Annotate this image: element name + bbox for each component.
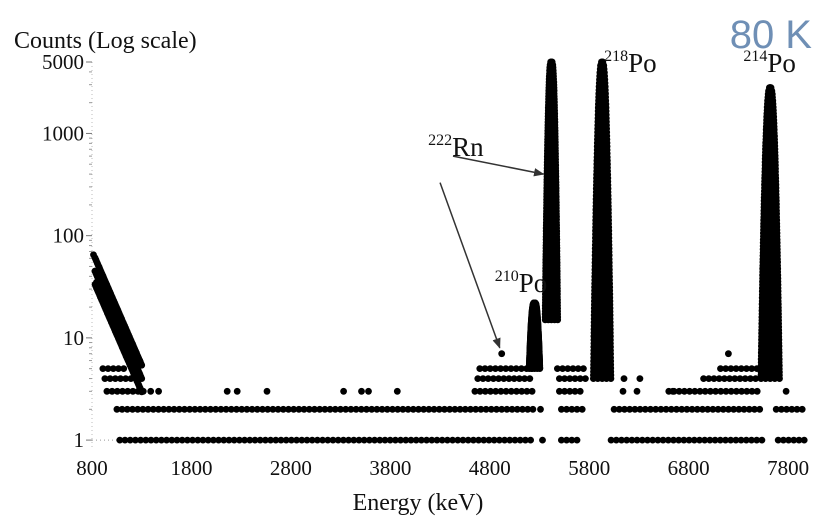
peak-label-mass-number: 210	[495, 268, 519, 285]
data-point	[799, 406, 806, 413]
x-tick-label: 800	[76, 456, 108, 480]
data-point	[234, 388, 241, 395]
data-point	[120, 365, 127, 372]
x-tick-label: 2800	[270, 456, 312, 480]
peak-label: 214Po	[743, 48, 796, 78]
peak-label-element: Po	[519, 268, 548, 298]
y-tick-label: 1000	[42, 121, 84, 145]
data-point	[531, 300, 538, 307]
peak-label-element: Rn	[452, 132, 484, 162]
data-point	[669, 388, 676, 395]
annotation-arrow	[440, 183, 500, 348]
data-point	[783, 388, 790, 395]
data-point	[530, 406, 537, 413]
data-point	[548, 59, 555, 66]
data-point	[138, 389, 145, 396]
peak-label-element: Po	[628, 48, 657, 78]
data-point	[621, 375, 628, 382]
peak-label: 218Po	[604, 48, 657, 78]
data-point	[340, 388, 347, 395]
data-points	[90, 59, 808, 444]
x-tick-label: 7800	[767, 456, 809, 480]
peak-label-mass-number: 222	[428, 132, 452, 149]
data-point	[394, 388, 401, 395]
data-point	[155, 388, 162, 395]
data-point	[527, 437, 534, 444]
x-tick-label: 6800	[668, 456, 710, 480]
data-point	[634, 388, 641, 395]
x-axis-label: Energy (keV)	[353, 490, 484, 516]
x-tick-label: 3800	[369, 456, 411, 480]
peak-label-mass-number: 214	[743, 48, 767, 65]
x-tick-label: 4800	[469, 456, 511, 480]
data-point	[365, 388, 372, 395]
y-tick-label: 100	[53, 224, 85, 248]
data-point	[264, 388, 271, 395]
data-point	[498, 350, 505, 357]
data-point	[537, 406, 544, 413]
data-point	[756, 406, 763, 413]
data-point	[759, 437, 766, 444]
y-tick-label: 10	[63, 326, 84, 350]
data-point	[90, 251, 97, 258]
peak-label: 222Rn	[428, 132, 484, 162]
data-point	[754, 388, 761, 395]
y-tick-label: 5000	[42, 50, 84, 74]
data-point	[92, 268, 99, 275]
data-point	[725, 350, 732, 357]
data-point	[579, 406, 586, 413]
y-tick-label: 1	[74, 428, 85, 452]
data-point	[529, 388, 536, 395]
data-point	[138, 375, 145, 382]
data-point	[224, 388, 231, 395]
data-point	[582, 375, 589, 382]
data-point	[138, 362, 145, 369]
data-point	[93, 279, 100, 286]
data-point	[526, 375, 533, 382]
data-point	[574, 437, 581, 444]
data-point	[767, 84, 774, 91]
peak-label-mass-number: 218	[604, 48, 628, 65]
data-point	[577, 388, 584, 395]
data-point	[539, 437, 546, 444]
x-tick-label: 1800	[170, 456, 212, 480]
x-tick-label: 5800	[568, 456, 610, 480]
peak-label-element: Po	[767, 48, 796, 78]
data-point	[801, 437, 808, 444]
data-point	[358, 388, 365, 395]
data-point	[147, 388, 154, 395]
data-point	[580, 365, 587, 372]
data-point	[637, 375, 644, 382]
data-point	[620, 388, 627, 395]
peak-label: 210Po	[495, 268, 548, 298]
